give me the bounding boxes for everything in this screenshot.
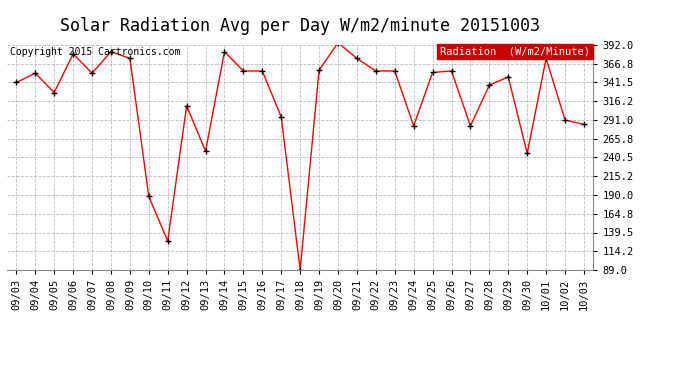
Text: Solar Radiation Avg per Day W/m2/minute 20151003: Solar Radiation Avg per Day W/m2/minute … bbox=[60, 17, 540, 35]
Text: Radiation  (W/m2/Minute): Radiation (W/m2/Minute) bbox=[440, 47, 590, 57]
Text: Copyright 2015 Cartronics.com: Copyright 2015 Cartronics.com bbox=[10, 47, 181, 57]
